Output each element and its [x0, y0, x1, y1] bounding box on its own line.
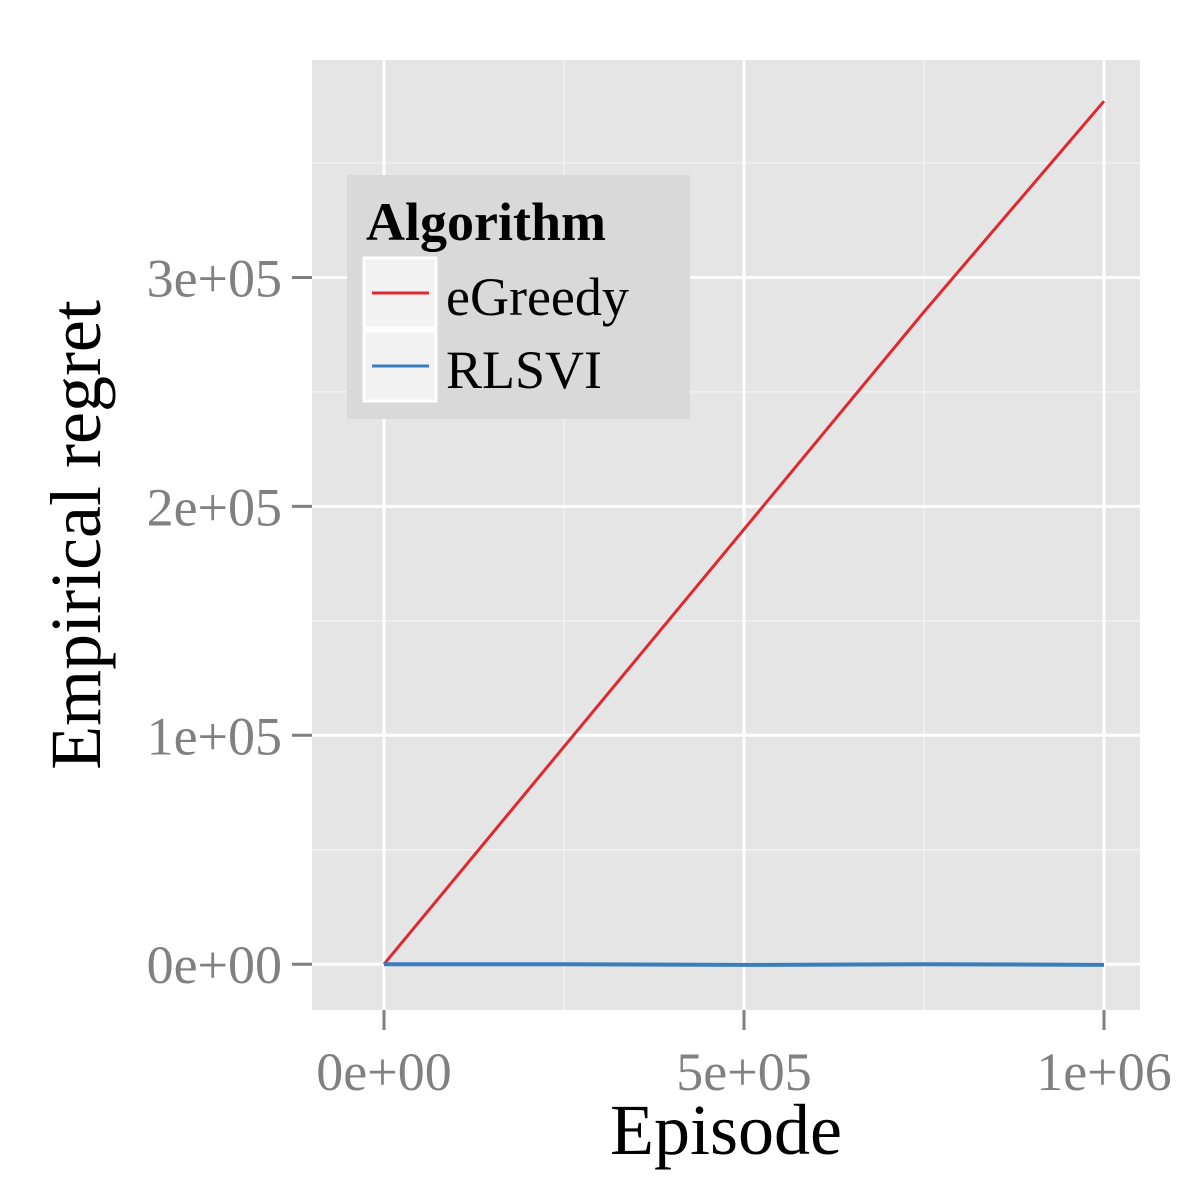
- x-tick-label: 5e+05: [676, 1042, 811, 1102]
- y-tick-label: 2e+05: [147, 477, 282, 537]
- series-layer: [382, 100, 1106, 967]
- series-line-egreedy: [382, 100, 1106, 966]
- y-tick-label: 3e+05: [147, 248, 282, 308]
- x-tick-label: 0e+00: [316, 1042, 451, 1102]
- y-axis: 0e+00 1e+05 2e+05 3e+05: [147, 248, 312, 995]
- x-axis-title: Episode: [610, 1090, 842, 1170]
- y-tick-label: 1e+05: [147, 706, 282, 766]
- x-axis: 0e+00 5e+05 1e+06: [316, 1010, 1172, 1102]
- y-tick-label: 0e+00: [147, 935, 282, 995]
- x-tick-label: 1e+06: [1036, 1042, 1171, 1102]
- legend: Algorithm eGreedy RLSVI: [347, 175, 690, 419]
- legend-label-rlsvi: RLSVI: [446, 340, 602, 400]
- legend-title: Algorithm: [366, 192, 606, 252]
- y-axis-title: Empirical regret: [36, 300, 116, 770]
- series-line-rlsvi: [384, 962, 1105, 967]
- legend-label-egreedy: eGreedy: [446, 267, 629, 327]
